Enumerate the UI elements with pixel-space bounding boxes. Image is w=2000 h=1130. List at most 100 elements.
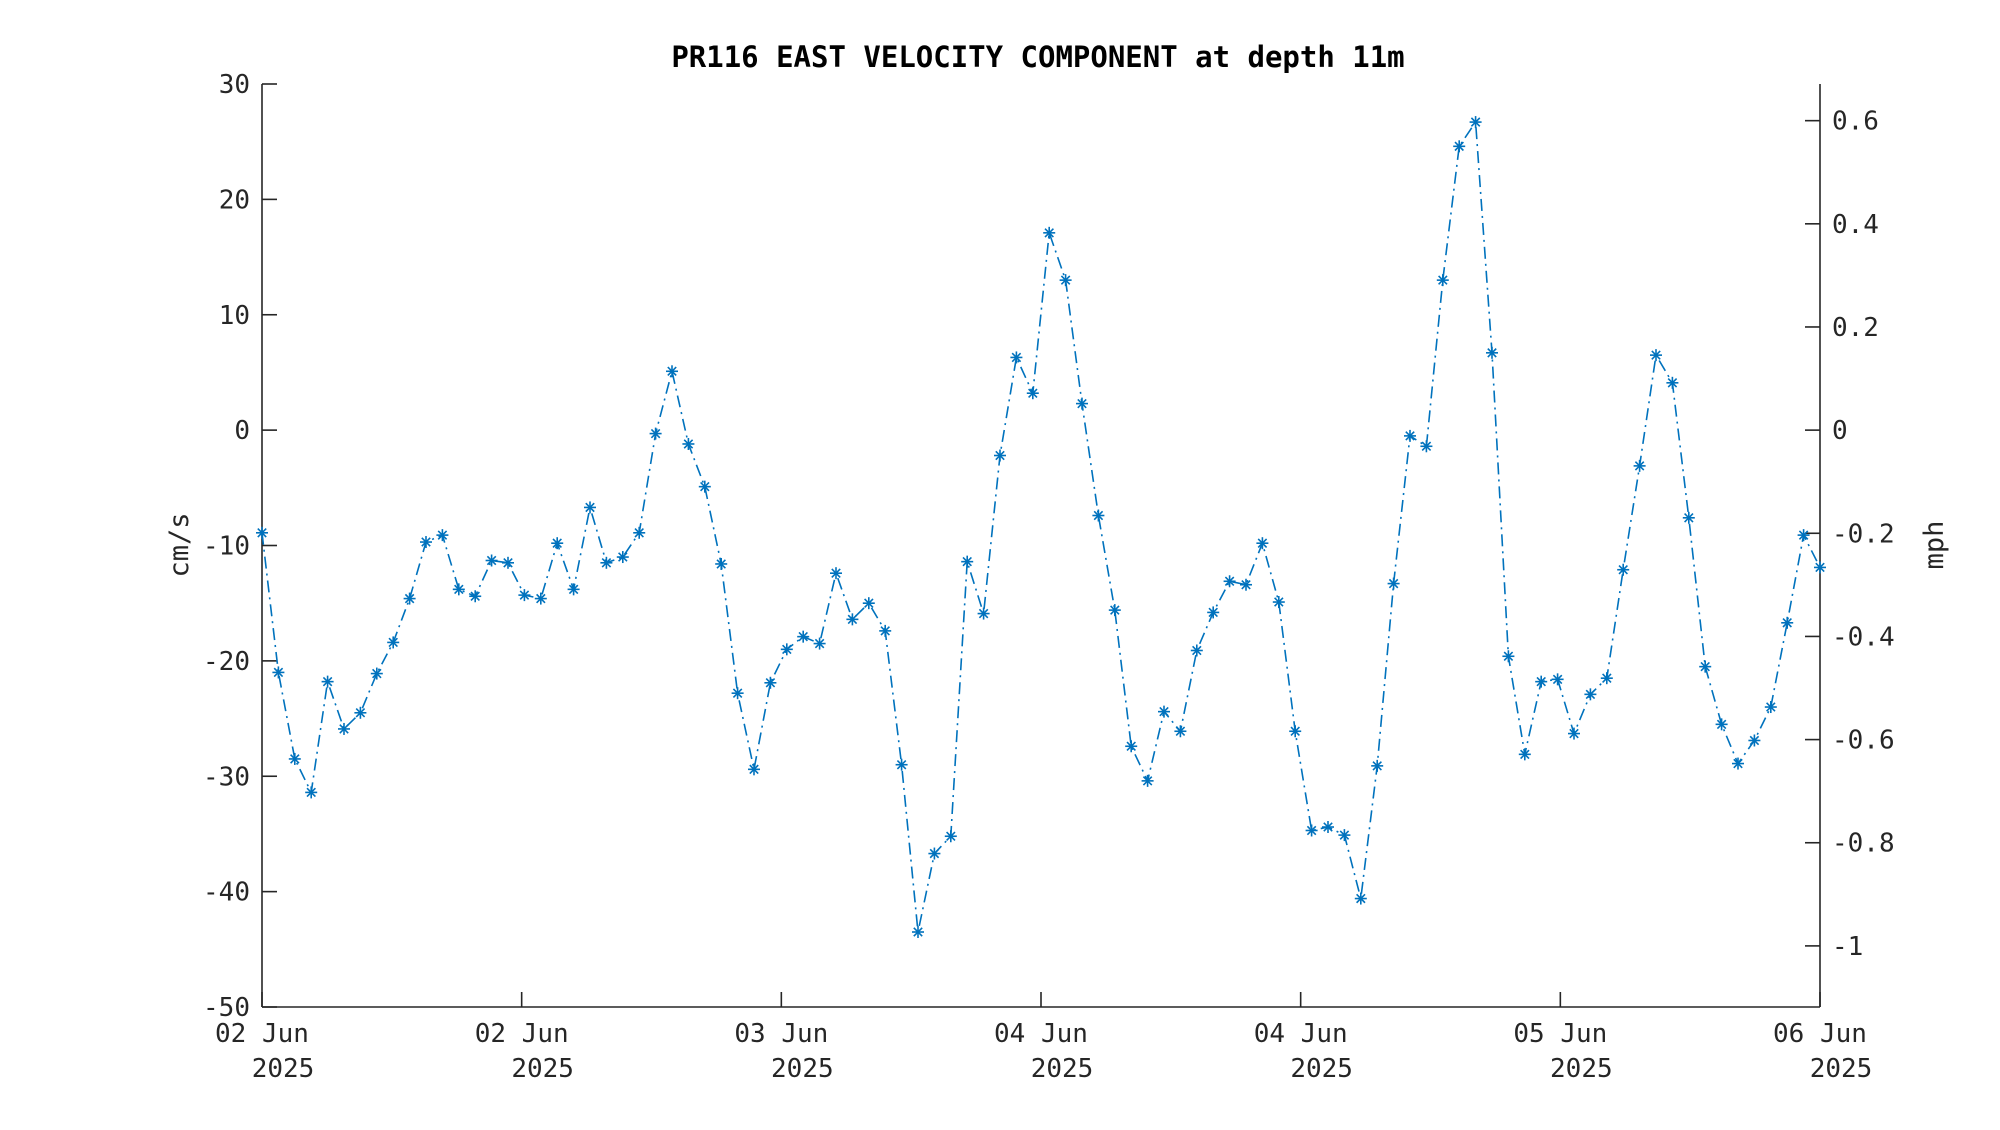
- data-point-marker: [813, 637, 826, 650]
- data-point-marker: [1207, 606, 1220, 619]
- data-point-marker: [1502, 650, 1515, 663]
- y-tick-label-left: -30: [203, 762, 250, 792]
- data-point-marker: [387, 636, 400, 649]
- y-tick-label-left: 10: [219, 301, 250, 331]
- data-point-marker: [1026, 387, 1039, 400]
- data-point-marker: [895, 758, 908, 771]
- data-point-marker: [1748, 734, 1761, 747]
- data-point-marker: [731, 687, 744, 700]
- data-point-marker: [797, 630, 810, 643]
- data-point-marker: [1190, 644, 1203, 657]
- data-point-marker: [485, 554, 498, 567]
- x-tick-label-year: 2025: [252, 1054, 315, 1084]
- data-point-marker: [961, 555, 974, 568]
- x-tick-label-date: 03 Jun: [734, 1019, 828, 1049]
- data-point-marker: [748, 763, 760, 776]
- data-point-marker: [1633, 459, 1646, 472]
- data-point-marker: [534, 592, 547, 605]
- data-point-marker: [977, 607, 990, 620]
- data-point-marker: [403, 592, 416, 605]
- data-point-marker: [1125, 740, 1138, 753]
- data-point-marker: [1764, 701, 1777, 714]
- data-point-marker: [764, 676, 777, 689]
- data-point-marker: [1568, 727, 1580, 740]
- data-point-marker: [633, 526, 646, 539]
- data-point-marker: [1059, 274, 1072, 287]
- data-point-marker: [1092, 509, 1105, 522]
- data-point-marker: [1453, 140, 1466, 153]
- data-point-marker: [1469, 116, 1482, 129]
- x-tick-label-year: 2025: [1810, 1054, 1873, 1084]
- data-point-marker: [1682, 511, 1695, 524]
- data-point-marker: [649, 427, 662, 440]
- data-point-marker: [420, 536, 432, 549]
- data-point-marker: [1617, 563, 1630, 576]
- data-point-marker: [1814, 561, 1826, 574]
- data-point-marker: [1371, 759, 1384, 772]
- data-point-marker: [780, 643, 793, 656]
- data-point-marker: [584, 501, 596, 514]
- data-point-marker: [698, 480, 711, 493]
- y-tick-label-left: -10: [203, 532, 250, 562]
- data-point-marker: [600, 556, 613, 569]
- y-tick-label-right: 0: [1832, 416, 1848, 446]
- series-line: [261, 119, 1821, 933]
- data-point-marker: [436, 529, 449, 542]
- data-point-marker: [1584, 688, 1597, 701]
- data-point-marker: [1272, 596, 1285, 609]
- y-tick-label-right: -0.4: [1832, 622, 1895, 652]
- data-point-marker: [1420, 440, 1433, 453]
- data-point-marker: [1305, 824, 1318, 837]
- data-point-marker: [1076, 397, 1088, 410]
- x-tick-label-year: 2025: [511, 1054, 574, 1084]
- data-point-marker: [354, 706, 367, 719]
- chart-title: PR116 EAST VELOCITY COMPONENT at depth 1…: [671, 40, 1404, 74]
- x-tick-label-year: 2025: [771, 1054, 834, 1084]
- data-point-marker: [666, 365, 678, 378]
- data-point-marker: [1781, 616, 1794, 629]
- data-point-marker: [1600, 672, 1613, 685]
- x-tick-label-date: 02 Jun: [475, 1019, 569, 1049]
- data-point-marker: [1551, 673, 1564, 686]
- y-axis-label-left: cm/s: [164, 512, 195, 577]
- data-point-marker: [1715, 718, 1728, 731]
- data-point-marker: [1338, 829, 1351, 842]
- data-point-marker: [370, 667, 383, 680]
- data-point-marker: [567, 583, 580, 596]
- data-point-marker: [1108, 604, 1121, 617]
- data-point-marker: [518, 589, 531, 602]
- y-tick-label-left: 20: [219, 185, 250, 215]
- x-tick-label-date: 05 Jun: [1513, 1019, 1607, 1049]
- y-axis-label-right: mph: [1919, 521, 1950, 570]
- data-point-marker: [272, 666, 285, 679]
- data-point-marker: [1518, 748, 1531, 761]
- data-point-marker: [879, 624, 892, 637]
- x-tick-label-year: 2025: [1290, 1054, 1353, 1084]
- data-point-marker: [1141, 774, 1154, 787]
- data-point-marker: [1436, 274, 1449, 287]
- y-tick-label-left: 30: [219, 70, 250, 100]
- data-point-marker: [551, 537, 564, 550]
- data-point-marker: [502, 556, 514, 569]
- data-point-marker: [1666, 376, 1679, 389]
- y-tick-label-left: -20: [203, 647, 250, 677]
- data-point-marker: [1223, 575, 1236, 588]
- data-point-marker: [1354, 892, 1367, 905]
- data-point-marker: [288, 752, 301, 765]
- y-tick-label-right: -1: [1832, 932, 1863, 962]
- data-point-marker: [846, 613, 859, 626]
- data-point-marker: [338, 722, 350, 735]
- data-point-marker: [1256, 537, 1269, 550]
- data-point-marker: [1010, 351, 1023, 364]
- y-tick-label-right: -0.6: [1832, 726, 1895, 756]
- data-point-marker: [1043, 226, 1056, 239]
- axes: 30 20 10 0 -10 -20 -30 -40 -50 0.6 0.4 0.2 0 -0.2 -0.4…: [203, 70, 1895, 1084]
- y-tick-label-right: 0.6: [1832, 107, 1879, 137]
- y-tick-label-right: 0.2: [1832, 313, 1879, 343]
- data-point-marker: [469, 590, 482, 603]
- data-point-marker: [1650, 349, 1662, 362]
- x-tick-label-date: 06 Jun: [1773, 1019, 1867, 1049]
- data-point-marker: [256, 526, 268, 539]
